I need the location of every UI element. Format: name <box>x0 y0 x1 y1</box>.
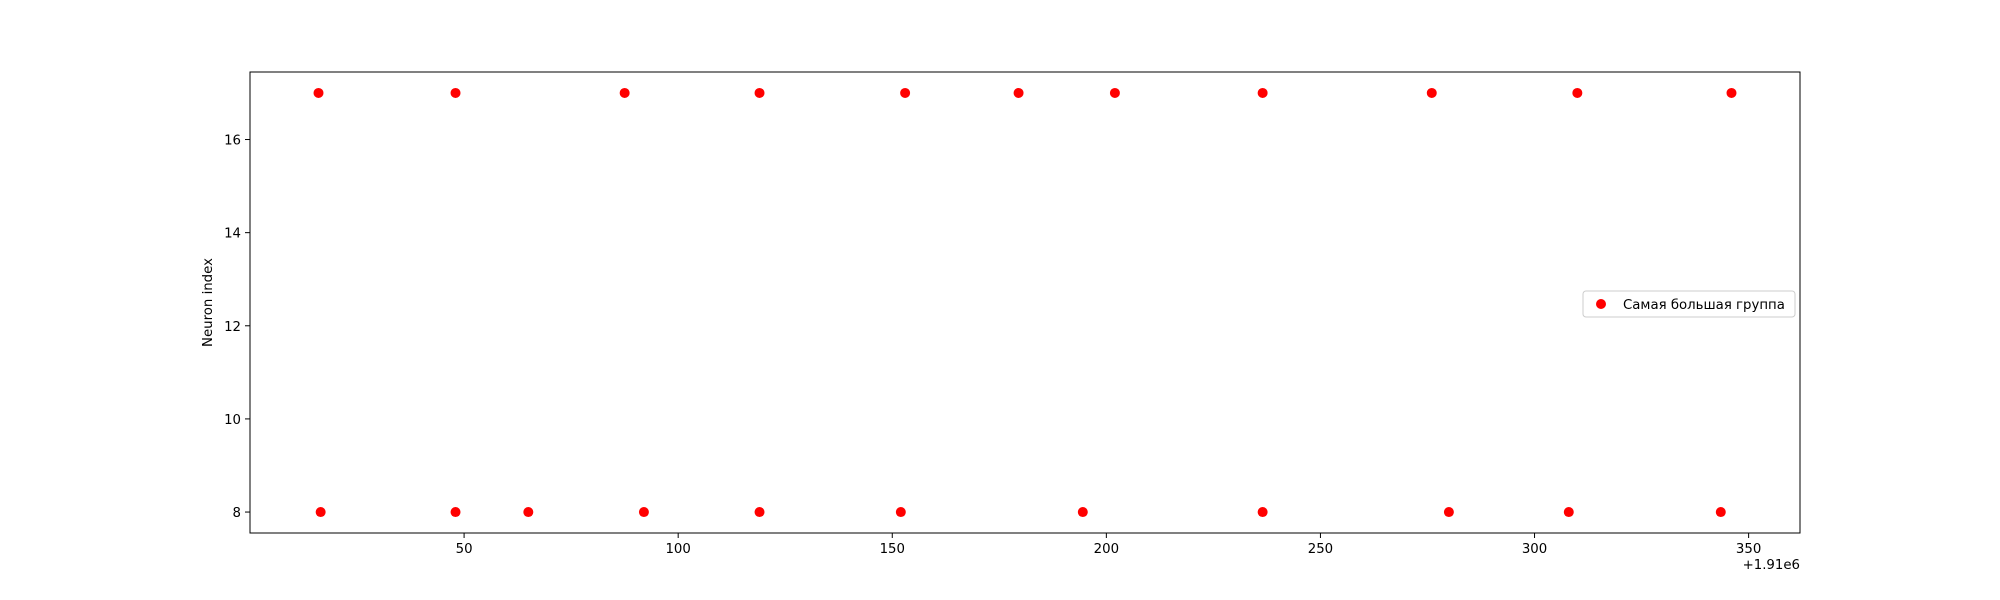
legend-box <box>1582 290 1796 318</box>
data-point <box>450 87 461 98</box>
x-tick-label: 350 <box>1736 542 1761 557</box>
y-axis: 8 10 12 14 16 <box>224 134 250 521</box>
data-point <box>1257 507 1268 518</box>
data-point <box>754 87 765 98</box>
x-tick-label: 250 <box>1308 542 1333 557</box>
data-point <box>1443 507 1454 518</box>
data-point <box>1109 87 1120 98</box>
data-point <box>1572 87 1583 98</box>
y-axis-label: Neuron index <box>201 258 216 347</box>
x-offset-label: +1.91e6 <box>1743 558 1800 573</box>
data-point <box>754 507 765 518</box>
plot-frame <box>249 71 1801 534</box>
data-point <box>313 87 324 98</box>
x-tick-label: 200 <box>1094 542 1119 557</box>
y-tick-label: 12 <box>224 320 241 335</box>
data-point <box>1013 87 1024 98</box>
points-layer <box>313 87 1737 518</box>
data-point <box>1563 507 1574 518</box>
data-point <box>1726 87 1737 98</box>
x-tick-label: 150 <box>880 542 905 557</box>
x-tick-label: 50 <box>456 542 473 557</box>
data-point <box>450 507 461 518</box>
legend-entry: Самая большая группа <box>1623 297 1785 313</box>
data-point <box>1077 507 1088 518</box>
data-point <box>1257 87 1268 98</box>
legend: Самая большая группа <box>1582 290 1796 318</box>
data-point <box>619 87 630 98</box>
y-tick-label: 16 <box>224 134 241 149</box>
x-tick-label: 100 <box>665 542 690 557</box>
x-tick-label: 300 <box>1522 542 1547 557</box>
data-point <box>523 507 534 518</box>
data-point <box>1426 87 1437 98</box>
data-point <box>900 87 911 98</box>
data-point <box>1715 507 1726 518</box>
y-tick-label: 10 <box>224 413 241 428</box>
y-tick-label: 14 <box>224 227 241 242</box>
data-point <box>315 507 326 518</box>
legend-marker <box>1596 299 1606 309</box>
data-point <box>895 507 906 518</box>
data-point <box>638 507 649 518</box>
y-tick-label: 8 <box>233 506 241 521</box>
x-axis: 50 100 150 200 250 300 350 <box>456 533 1761 557</box>
